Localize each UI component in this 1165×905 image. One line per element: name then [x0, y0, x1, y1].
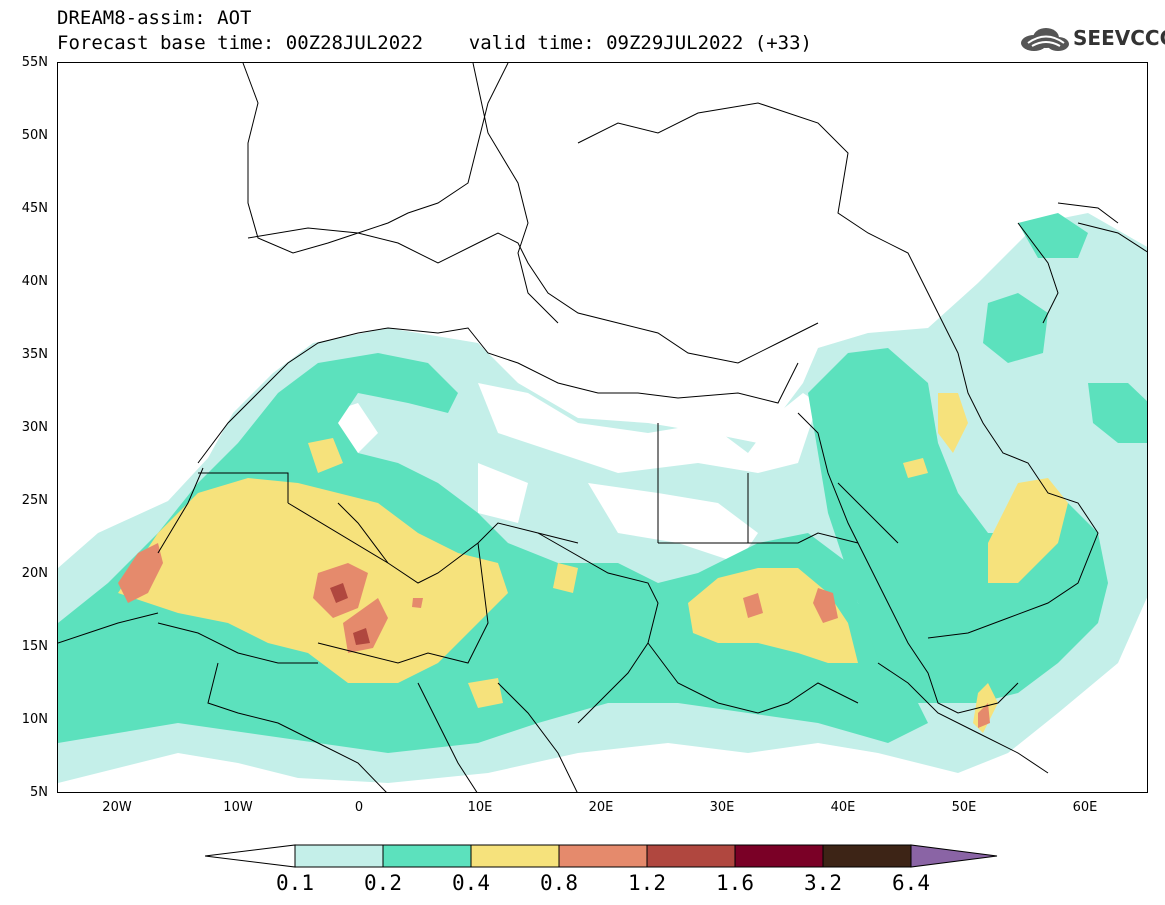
colorbar-label-0.2: 0.2 [364, 871, 402, 895]
aot-map [58, 63, 1147, 792]
lon-label-50e: 50E [951, 800, 977, 815]
seevccc-logo [1021, 28, 1069, 51]
aot-level-0.2 [58, 213, 1147, 753]
lon-label-0: 0 [354, 800, 364, 815]
coastlines-and-borders [58, 63, 1147, 792]
colorbar-label-1.2: 1.2 [628, 871, 666, 895]
colorbar-label-1.6: 1.6 [716, 871, 754, 895]
colorbar-segment-1.2 [646, 844, 736, 868]
lon-label-60e: 60E [1072, 800, 1098, 815]
lon-label-40e: 40E [830, 800, 856, 815]
lat-label-25n: 25N [21, 493, 48, 508]
colorbar-segment-0.8 [558, 844, 648, 868]
lat-label-40n: 40N [21, 274, 48, 289]
colorbar-label-0.1: 0.1 [276, 871, 314, 895]
colorbar-label-3.2: 3.2 [804, 871, 842, 895]
cloud-icon [1021, 28, 1069, 51]
aot-level-0.8 [118, 543, 990, 728]
forecast-time-line: Forecast base time: 00Z28JUL2022 valid t… [57, 32, 812, 54]
aot-level-0.4 [118, 393, 1068, 733]
lat-label-20n: 20N [21, 566, 48, 581]
lat-label-55n: 55N [21, 55, 48, 70]
colorbar-segment-6.4 [910, 844, 998, 868]
lon-label-10w: 10W [223, 800, 253, 815]
lon-label-10e: 10E [467, 800, 493, 815]
lat-label-35n: 35N [21, 347, 48, 362]
lat-label-30n: 30N [21, 420, 48, 435]
aot-level-1.2 [330, 583, 370, 645]
colorbar-segment-0.2 [382, 844, 472, 868]
colorbar-segment-1.6 [734, 844, 824, 868]
colorbar-label-0.8: 0.8 [540, 871, 578, 895]
colorbar-segment-below [205, 844, 296, 868]
lat-label-5n: 5N [30, 785, 48, 800]
colorbar-segment-0.4 [470, 844, 560, 868]
map-title: DREAM8-assim: AOT [57, 7, 252, 29]
map-area[interactable] [57, 62, 1148, 793]
lon-label-30e: 30E [709, 800, 735, 815]
lon-label-20e: 20E [588, 800, 614, 815]
lat-label-45n: 45N [21, 201, 48, 216]
colorbar-segment-0.1 [294, 844, 384, 868]
lon-label-20w: 20W [102, 800, 132, 815]
aot-colorbar [205, 844, 998, 868]
lat-label-10n: 10N [21, 712, 48, 727]
colorbar-label-0.4: 0.4 [452, 871, 490, 895]
colorbar-label-6.4: 6.4 [892, 871, 930, 895]
lat-label-15n: 15N [21, 639, 48, 654]
lat-label-50n: 50N [21, 128, 48, 143]
logo-text: SEEVCCC [1073, 26, 1165, 50]
colorbar-segment-3.2 [822, 844, 912, 868]
